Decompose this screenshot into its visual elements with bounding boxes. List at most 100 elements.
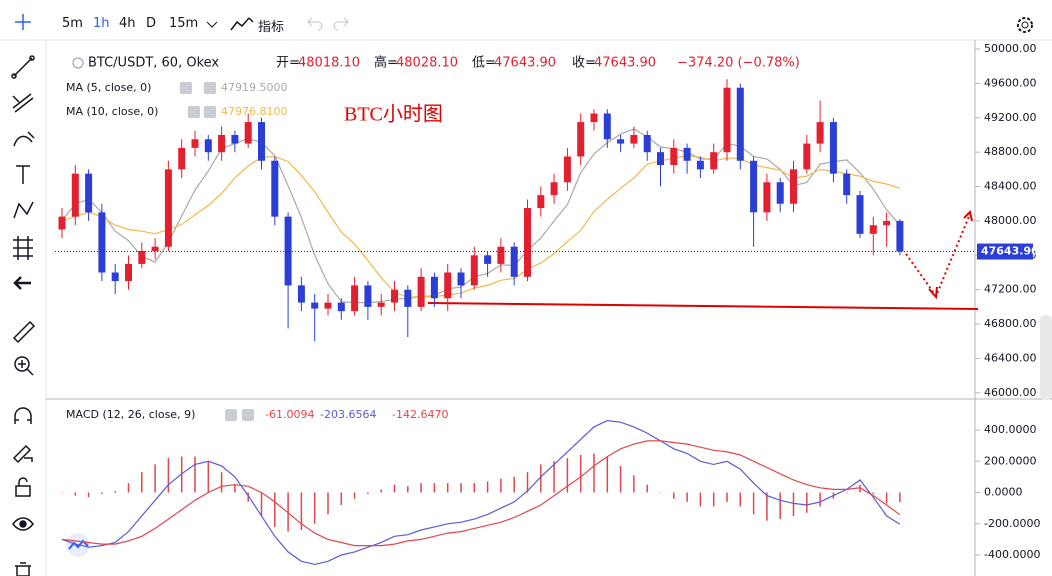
histogram-bar <box>207 461 210 493</box>
pattern-tool[interactable] <box>13 201 34 219</box>
macd-line <box>61 440 901 547</box>
histogram-bar <box>659 492 662 493</box>
candle-body <box>484 255 492 264</box>
ma10-remove[interactable] <box>204 106 216 118</box>
delete-tool[interactable] <box>15 562 31 576</box>
ohlc-key: 开= <box>276 56 300 71</box>
interval-dropdown[interactable] <box>206 21 218 28</box>
undo[interactable] <box>307 17 323 31</box>
y-tick-label: -200.0000 <box>984 517 1040 530</box>
indicators-button[interactable]: 指标 <box>258 20 285 35</box>
chart-title: BTC/USDT, 60, Okex <box>88 56 219 71</box>
candle-body <box>843 173 851 196</box>
interval-button[interactable]: D <box>146 16 157 31</box>
histogram-bar <box>619 465 622 493</box>
brush-tool[interactable] <box>13 131 35 147</box>
histogram-bar <box>274 492 276 527</box>
histogram-bar <box>433 483 436 493</box>
histogram-bar <box>194 456 196 493</box>
zoom-tool[interactable] <box>14 356 30 372</box>
candle-body <box>351 285 359 312</box>
candle-body <box>138 251 146 264</box>
text-tool[interactable] <box>16 165 30 184</box>
candle-body <box>524 208 531 277</box>
lock-tool[interactable] <box>15 485 31 497</box>
histogram-bar <box>500 478 502 493</box>
histogram-bar <box>327 492 329 515</box>
ohlc-key: 低= <box>472 56 496 71</box>
candle-body <box>856 195 864 234</box>
y-tick-label: 48800.00 <box>984 145 1037 158</box>
visibility-tool[interactable] <box>12 517 34 531</box>
interval-button[interactable]: 4h <box>119 16 136 31</box>
candle-body <box>869 225 877 234</box>
ruler-tool[interactable] <box>12 320 36 344</box>
candle-body <box>683 147 691 161</box>
histogram-bar <box>247 492 249 502</box>
candle-body <box>750 160 758 213</box>
macd-remove[interactable] <box>242 409 254 421</box>
ma5-visibility[interactable] <box>180 82 192 94</box>
fib-tool[interactable] <box>12 93 34 113</box>
candle-body <box>151 246 159 252</box>
candle-body <box>111 272 119 282</box>
y-tick-label: 400.0000 <box>984 423 1037 436</box>
histogram-bar <box>872 492 875 495</box>
histogram-bar <box>407 486 409 493</box>
candle-body <box>736 87 744 161</box>
ma10-visibility[interactable] <box>188 106 200 118</box>
histogram-bar <box>513 476 515 493</box>
indicators-icon[interactable] <box>230 17 254 31</box>
candle-body <box>364 285 372 307</box>
histogram-bar <box>593 453 595 493</box>
crosshair-tool[interactable] <box>15 14 31 30</box>
histogram-bar <box>460 483 462 493</box>
candle-body <box>470 255 478 286</box>
legend-name: MA (5, close, 0) <box>66 81 151 94</box>
y-tick-label: 46000.00 <box>984 386 1037 399</box>
y-tick-label: 46800.00 <box>984 317 1037 330</box>
candle-body <box>883 220 891 226</box>
back-tool[interactable] <box>13 276 31 290</box>
annotation: BTC小时图 <box>344 103 443 126</box>
candle-body <box>577 122 585 157</box>
candle-body <box>258 122 265 161</box>
ohlc-value: 48028.10 <box>396 56 458 71</box>
interval-button[interactable]: 15m <box>169 16 199 31</box>
histogram-bar <box>726 492 728 502</box>
histogram-bar <box>393 484 396 493</box>
interval-button[interactable]: 5m <box>62 16 83 31</box>
scrollbar[interactable] <box>1040 315 1052 400</box>
histogram-bar <box>486 481 489 493</box>
histogram-bar <box>260 492 263 516</box>
legend-value: -61.0094 <box>265 408 314 421</box>
redo[interactable] <box>333 17 349 31</box>
magnet-tool[interactable] <box>14 407 32 424</box>
histogram-bar <box>141 472 143 493</box>
macd-visibility[interactable] <box>225 409 237 421</box>
legend-value: 47976.8100 <box>221 105 287 118</box>
candle-body <box>763 182 771 213</box>
ohlc-value: 47643.90 <box>594 56 656 71</box>
interval-button[interactable]: 1h <box>93 16 110 31</box>
ma5-remove[interactable] <box>204 82 216 94</box>
y-tick-label: 49200.00 <box>984 111 1037 124</box>
histogram-bar <box>234 484 236 493</box>
legend-value: -203.6564 <box>320 408 376 421</box>
trendline-tool[interactable] <box>13 57 33 77</box>
lock-draw-tool[interactable] <box>12 444 33 464</box>
prediction-tool[interactable] <box>13 236 33 260</box>
settings[interactable] <box>1017 17 1033 33</box>
histogram-bar <box>885 492 888 504</box>
histogram-bar <box>220 472 223 493</box>
histogram-bar <box>779 492 781 520</box>
y-tick-label: -400.0000 <box>984 548 1040 561</box>
histogram-bar <box>699 492 702 507</box>
y-tick-label: 200.0000 <box>984 454 1037 467</box>
last-price-box <box>977 243 1033 260</box>
last-price-label: 47643.90 <box>981 245 1039 258</box>
candle-body <box>510 246 518 277</box>
candle-body <box>550 182 558 196</box>
